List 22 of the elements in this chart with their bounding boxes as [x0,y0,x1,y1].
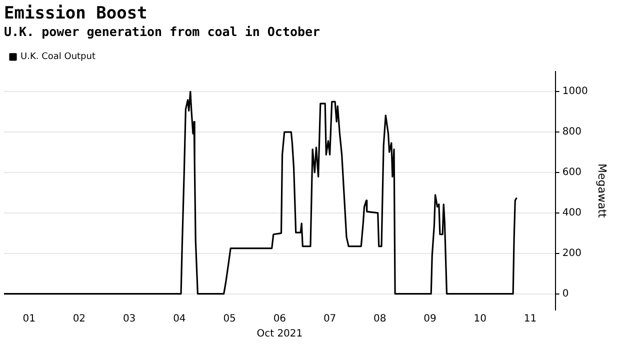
y-tick-label: 400 [562,208,582,219]
x-tick-label: 06 [273,314,286,325]
y-axis-title: Megawatt [596,164,609,219]
y-tick-label: 600 [562,167,582,178]
x-tick-label: 03 [122,314,136,325]
x-tick-label: 11 [524,314,537,325]
x-tick-label: 05 [223,314,236,325]
x-tick-label: 10 [474,314,487,325]
y-tick-label: 800 [562,126,582,138]
x-tick-label: 02 [72,314,86,325]
x-tick-label: 09 [424,314,436,325]
chart-title: Emission Boost [4,4,148,24]
y-tick-label: 200 [562,248,582,259]
y-tick-label: 1000 [562,86,588,98]
legend-label: U.K. Coal Output [20,52,96,62]
x-tick-label: 08 [374,314,386,325]
y-tick-label: 0 [562,288,569,300]
x-axis-title: Oct 2021 [256,328,303,340]
x-tick-label: 01 [22,314,36,325]
x-tick-label: 07 [323,314,336,325]
x-tick-label: 04 [173,314,186,325]
chart-subtitle: U.K. power generation from coal in October [4,24,321,40]
